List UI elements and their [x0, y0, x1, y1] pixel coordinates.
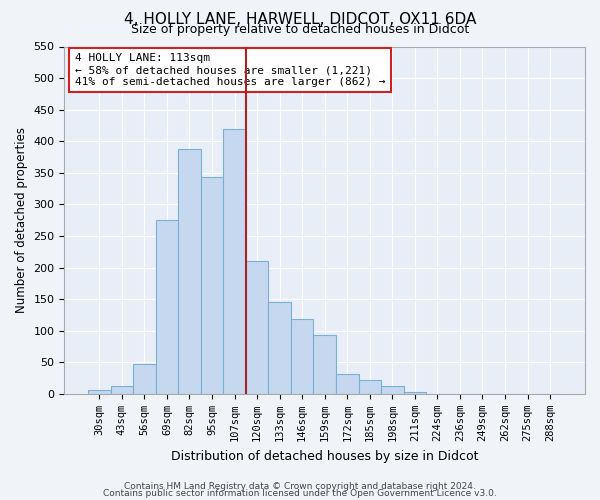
Bar	[336, 374, 359, 394]
Bar	[223, 128, 246, 394]
Bar	[246, 262, 268, 394]
Text: Contains public sector information licensed under the Open Government Licence v3: Contains public sector information licen…	[103, 490, 497, 498]
Bar	[404, 392, 426, 394]
Y-axis label: Number of detached properties: Number of detached properties	[15, 127, 28, 313]
X-axis label: Distribution of detached houses by size in Didcot: Distribution of detached houses by size …	[171, 450, 478, 462]
Bar	[133, 364, 155, 394]
Bar	[178, 150, 201, 394]
Bar	[313, 335, 336, 394]
Bar	[201, 176, 223, 394]
Text: Size of property relative to detached houses in Didcot: Size of property relative to detached ho…	[131, 22, 469, 36]
Bar	[359, 380, 381, 394]
Text: Contains HM Land Registry data © Crown copyright and database right 2024.: Contains HM Land Registry data © Crown c…	[124, 482, 476, 491]
Bar	[268, 302, 291, 394]
Text: 4 HOLLY LANE: 113sqm
← 58% of detached houses are smaller (1,221)
41% of semi-de: 4 HOLLY LANE: 113sqm ← 58% of detached h…	[75, 54, 385, 86]
Bar	[155, 220, 178, 394]
Bar	[381, 386, 404, 394]
Text: 4, HOLLY LANE, HARWELL, DIDCOT, OX11 6DA: 4, HOLLY LANE, HARWELL, DIDCOT, OX11 6DA	[124, 12, 476, 28]
Bar	[88, 390, 110, 394]
Bar	[291, 320, 313, 394]
Bar	[110, 386, 133, 394]
